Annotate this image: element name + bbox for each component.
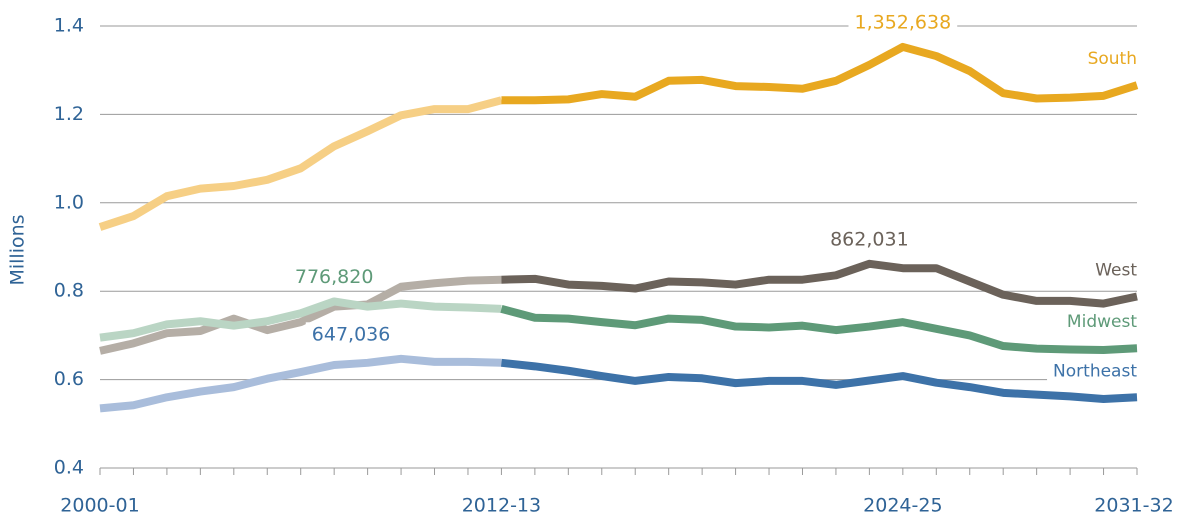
label-background [824, 227, 915, 252]
history-line [99, 354, 502, 413]
projection-line [501, 259, 1138, 308]
series-label: West [1095, 261, 1137, 281]
history-line [99, 275, 502, 355]
projection-line [500, 358, 1138, 404]
data-label-group: 647,036 [305, 322, 397, 347]
series-label-group: Northeast [1047, 360, 1144, 383]
label-background [288, 264, 380, 289]
series-label: Midwest [1067, 312, 1137, 332]
y-tick-label: 0.8 [54, 280, 84, 302]
y-tick-label: 1.4 [54, 15, 84, 37]
data-label-group: 776,820 [288, 264, 380, 289]
x-tick-label: 2024-25 [863, 495, 942, 516]
x-tick-label: 2012-13 [462, 495, 541, 516]
data-label: 776,820 [295, 266, 374, 288]
series-label-group: Midwest [1060, 311, 1144, 334]
data-label-group: 1,352,638 [848, 10, 958, 35]
x-tick-label: 2031-32 [1094, 495, 1173, 516]
projection-line [500, 305, 1138, 354]
series-label-group: South [1081, 48, 1143, 71]
data-label: 862,031 [830, 228, 909, 250]
series-label-group: West [1089, 259, 1144, 282]
x-tick-label: 2000-01 [60, 495, 139, 516]
data-label-group: 862,031 [824, 227, 915, 252]
series-label: Northeast [1053, 361, 1137, 381]
label-background [1047, 360, 1144, 383]
label-background [1081, 48, 1143, 71]
y-tick-label: 0.4 [54, 457, 84, 479]
data-label: 647,036 [312, 323, 391, 345]
y-tick-label: 1.2 [54, 103, 84, 125]
history-line [98, 96, 503, 231]
series-label: South [1088, 49, 1137, 69]
history-line [99, 297, 502, 342]
y-axis-title: Millions [7, 214, 29, 285]
projection-line [501, 42, 1139, 105]
label-background [1089, 259, 1144, 282]
data-label: 1,352,638 [854, 11, 951, 33]
label-background [848, 10, 958, 35]
label-background [1060, 311, 1144, 334]
y-tick-label: 0.6 [54, 368, 84, 390]
y-tick-label: 1.0 [54, 191, 84, 213]
label-background [305, 322, 397, 347]
